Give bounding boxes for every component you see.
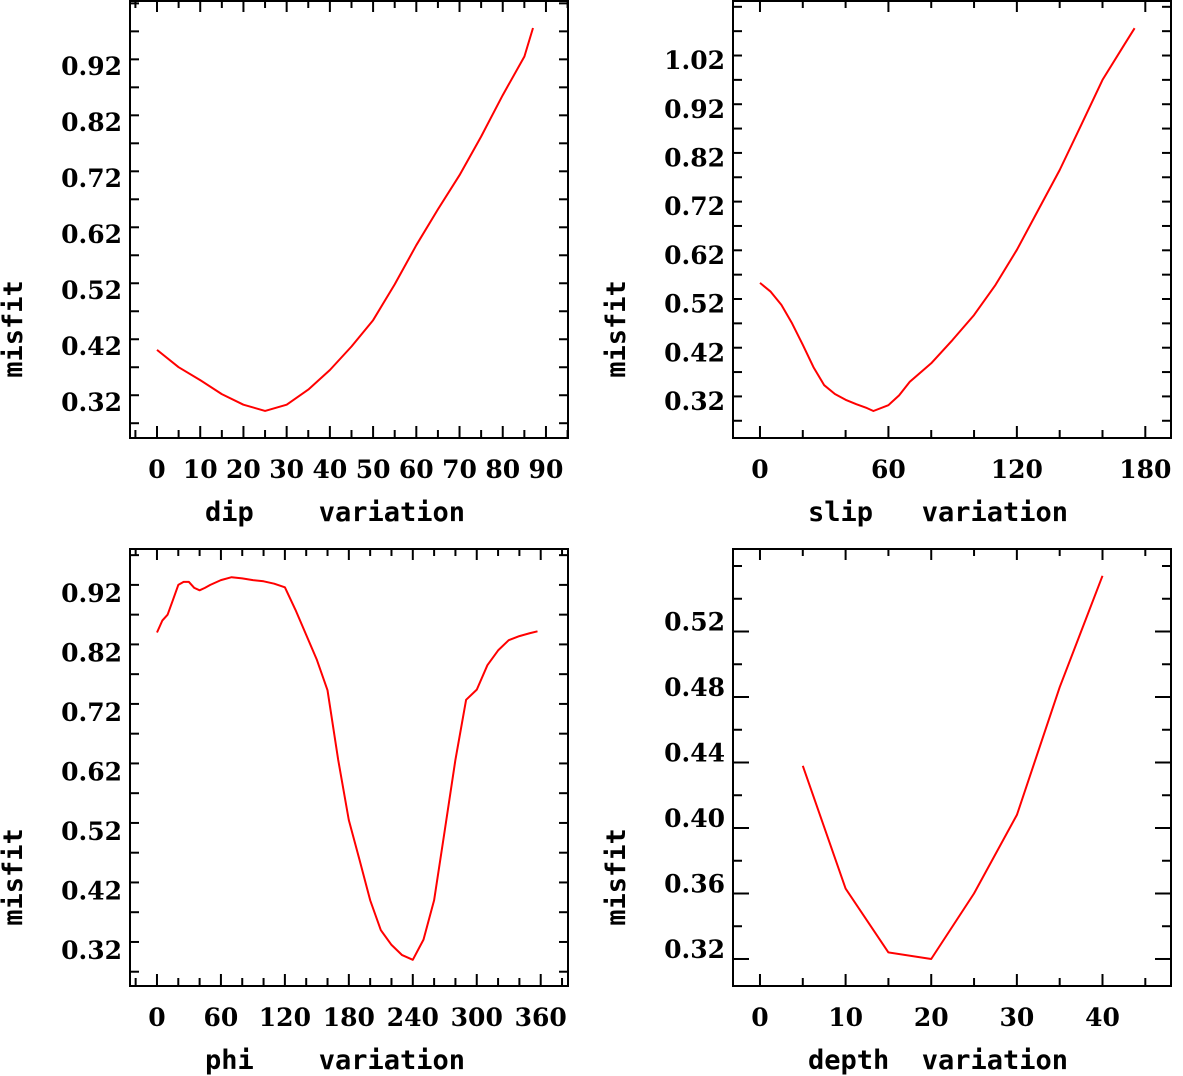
y-axis-title: misfit	[601, 828, 632, 926]
x-tick-label: 60	[204, 1003, 239, 1032]
y-tick-label: 0.52	[664, 290, 725, 319]
y-tick-label: 0.72	[61, 698, 122, 727]
x-tick-label: 40	[1085, 1003, 1120, 1032]
y-tick-label: 0.82	[61, 638, 122, 667]
misfit-curve	[156, 27, 534, 412]
y-tick-label: 0.62	[61, 220, 122, 249]
x-tick-label: 0	[148, 1003, 165, 1032]
y-tick-label: 0.52	[61, 817, 122, 846]
x-tick-label: 50	[356, 455, 391, 484]
y-tick-label: 0.44	[664, 738, 725, 767]
x-tick-label: 20	[914, 1003, 949, 1032]
y-tick-label: 0.92	[61, 52, 122, 81]
y-tick-label: 0.40	[664, 804, 725, 833]
x-tick-label: 120	[259, 1003, 311, 1032]
x-tick-label: 70	[442, 455, 477, 484]
x-tick-label: 180	[1119, 455, 1171, 484]
x-axis-title: depth variation	[808, 1045, 1068, 1076]
plot-frame	[129, 548, 569, 987]
y-tick-label: 0.82	[61, 108, 122, 137]
y-tick-label: 0.72	[61, 164, 122, 193]
x-tick-label: 60	[399, 455, 434, 484]
x-tick-label: 0	[148, 455, 165, 484]
plot-frame	[129, 0, 569, 439]
x-tick-label: 120	[991, 455, 1043, 484]
y-tick-label: 0.52	[664, 608, 725, 637]
misfit-curve	[759, 27, 1136, 412]
x-tick-label: 60	[871, 455, 906, 484]
x-tick-label: 180	[323, 1003, 375, 1032]
y-tick-label: 0.42	[61, 332, 122, 361]
x-tick-label: 0	[751, 1003, 768, 1032]
plot-frame	[732, 0, 1172, 439]
misfit-curve	[801, 575, 1104, 960]
subplot-2: 0 60 120 180 0.32 0.42 0.52 0.62 0.72 0.82 0.92 1.0…	[601, 0, 1172, 528]
subplot-3: 0 60 120 180 240 300 360 0.32 0.42 0.52 0.62 0.72 0.…	[0, 548, 569, 1076]
y-tick-label: 0.36	[664, 869, 725, 898]
subplot-1: 0 10 20 30 40 50 60 70 80 90 0.32 0.42 0.52 0.62 0.72 0…	[0, 0, 569, 528]
y-tick-label: 0.32	[664, 935, 725, 964]
x-tick-label: 90	[529, 455, 564, 484]
subplot-4: 0 10 20 30 40 0.32 0.36 0.40 0.44 0.48 0.52 depth v…	[601, 548, 1172, 1076]
x-tick-label: 80	[485, 455, 520, 484]
x-axis-title: dip variation	[205, 497, 465, 528]
y-tick-label: 0.42	[61, 876, 122, 905]
y-axis-title: misfit	[0, 280, 29, 378]
plot-frame	[732, 548, 1172, 987]
y-tick-label: 0.62	[664, 241, 725, 270]
y-tick-label: 0.32	[664, 387, 725, 416]
y-tick-label: 0.92	[664, 95, 725, 124]
y-axis-title: misfit	[601, 280, 632, 378]
misfit-curve	[156, 576, 538, 961]
x-axis-title: slip variation	[808, 497, 1068, 528]
y-tick-label: 1.02	[664, 46, 725, 75]
y-tick-label: 0.52	[61, 276, 122, 305]
x-tick-label: 0	[751, 455, 768, 484]
x-tick-label: 360	[515, 1003, 567, 1032]
x-axis-title: phi variation	[205, 1045, 465, 1076]
x-tick-label: 30	[269, 455, 304, 484]
y-tick-label: 0.92	[61, 579, 122, 608]
x-tick-label: 30	[999, 1003, 1034, 1032]
x-tick-label: 10	[183, 455, 218, 484]
y-tick-label: 0.42	[664, 338, 725, 367]
y-tick-label: 0.62	[61, 757, 122, 786]
x-tick-label: 10	[828, 1003, 863, 1032]
y-axis-title: misfit	[0, 828, 29, 926]
y-tick-label: 0.32	[61, 388, 122, 417]
x-tick-label: 240	[387, 1003, 439, 1032]
y-tick-label: 0.48	[664, 673, 725, 702]
y-tick-label: 0.82	[664, 144, 725, 173]
x-tick-label: 300	[451, 1003, 503, 1032]
y-tick-label: 0.32	[61, 936, 122, 965]
y-tick-label: 0.72	[664, 192, 725, 221]
x-tick-label: 40	[312, 455, 347, 484]
x-tick-label: 20	[226, 455, 261, 484]
